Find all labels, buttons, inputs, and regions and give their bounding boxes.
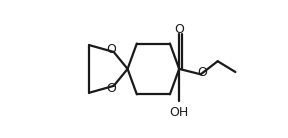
Text: O: O	[197, 66, 207, 79]
Text: O: O	[174, 23, 184, 36]
Text: O: O	[107, 82, 116, 95]
Text: O: O	[107, 43, 116, 56]
Text: OH: OH	[170, 106, 189, 119]
